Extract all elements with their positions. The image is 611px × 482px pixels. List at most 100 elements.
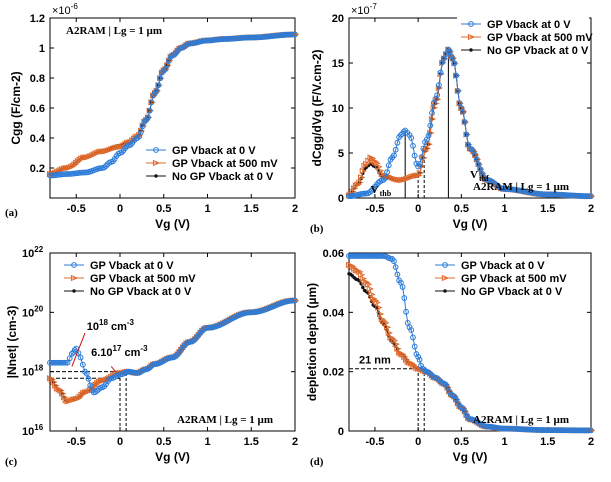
data-point xyxy=(455,87,461,94)
data-point xyxy=(387,334,395,341)
x-axis-label: Vg (V) xyxy=(453,450,488,464)
data-point xyxy=(371,158,380,166)
data-point xyxy=(413,172,421,179)
x-tick-label: 1 xyxy=(502,436,508,448)
y-axis-label: Cgg (F/cm-2) xyxy=(9,71,23,144)
data-point xyxy=(434,92,441,99)
vthf-label: V xyxy=(470,169,478,181)
data-point xyxy=(290,31,297,38)
x-tick-label: 2 xyxy=(588,436,594,448)
data-point xyxy=(441,55,447,62)
data-point xyxy=(74,157,83,165)
data-point xyxy=(399,284,406,290)
data-point xyxy=(401,295,408,301)
annotation-6e17-exp: 17 xyxy=(113,344,122,353)
y-tick-label-exp: 22 xyxy=(34,245,43,254)
data-point xyxy=(455,400,461,407)
data-point xyxy=(97,148,106,155)
data-point xyxy=(460,405,466,412)
data-point xyxy=(392,340,400,348)
data-point xyxy=(85,375,92,382)
data-point xyxy=(463,131,470,138)
legend-marker xyxy=(441,274,450,282)
data-point xyxy=(356,179,364,186)
data-point xyxy=(397,176,406,184)
data-point xyxy=(371,297,380,304)
data-point xyxy=(94,387,101,394)
data-point xyxy=(148,99,155,106)
y-tick-label-base: 10 xyxy=(22,248,34,260)
data-point xyxy=(584,193,591,200)
data-point xyxy=(411,363,419,370)
x-axis-label: Vg (V) xyxy=(155,217,190,231)
annotation-depth: 21 nm xyxy=(359,355,391,367)
data-point xyxy=(115,143,123,151)
x-axis-label: Vg (V) xyxy=(155,450,190,464)
panel-label: (c) xyxy=(5,456,18,468)
x-tick-label: -0.5 xyxy=(67,436,86,448)
data-point xyxy=(390,337,399,344)
data-point xyxy=(425,369,432,376)
legend-entry: GP Vback at 0 V xyxy=(487,19,571,31)
data-point xyxy=(99,377,107,384)
data-point xyxy=(361,190,368,197)
panel-d: -0.5 0 0.5 1 1.5 2 0 0.02 0.04 0.06 Vg (V) depletio… xyxy=(305,248,596,468)
data-point xyxy=(416,356,423,363)
data-point xyxy=(349,263,357,271)
vthb-sub: thb xyxy=(380,189,392,198)
data-point xyxy=(415,353,422,360)
annotation-1e18-unit: cm xyxy=(108,321,127,333)
data-point xyxy=(77,354,84,361)
y-tick-label-exp: 18 xyxy=(34,364,43,373)
legend-marker xyxy=(443,289,447,293)
series-blue xyxy=(47,31,298,179)
data-point xyxy=(418,154,425,161)
x-tick-label: 0 xyxy=(415,203,421,215)
legend-marker xyxy=(70,274,79,282)
legend-entry: No GP Vback at 0 V xyxy=(172,171,274,183)
data-point xyxy=(408,360,416,367)
data-point xyxy=(461,119,468,125)
data-point xyxy=(411,152,418,159)
data-point xyxy=(359,167,368,175)
x-tick-label: -0.5 xyxy=(365,203,384,215)
data-point xyxy=(451,60,458,67)
y-axis-label: depletion depth (µm) xyxy=(305,283,319,401)
data-point xyxy=(366,189,373,196)
data-point xyxy=(361,162,369,169)
y-tick-label-base: 10 xyxy=(22,367,34,379)
data-point xyxy=(382,174,389,181)
x-axis-label: Vg (V) xyxy=(453,217,488,231)
data-point xyxy=(382,319,390,327)
data-point xyxy=(420,145,427,152)
y-axis-label: dCgg/dVg (F/V.cm-2) xyxy=(310,50,324,167)
annotation: A2RAM | Lg = 1 µm xyxy=(66,25,162,37)
data-point xyxy=(134,135,141,141)
x-tick-label: 2 xyxy=(292,436,298,448)
data-point xyxy=(460,108,466,115)
data-point xyxy=(403,308,409,315)
data-point xyxy=(375,163,383,170)
data-point xyxy=(410,334,416,341)
data-point xyxy=(394,345,402,352)
x-tick-label: 1.5 xyxy=(540,436,555,448)
data-point xyxy=(146,107,153,114)
data-point xyxy=(428,115,437,123)
x-tick-label: 0.5 xyxy=(156,436,171,448)
y-tick-label: 1020 xyxy=(22,304,44,319)
y-multiplier-exp: -7 xyxy=(370,2,378,11)
data-point xyxy=(394,271,401,278)
y-axis-label: |Nnet| (cm-3) xyxy=(5,306,19,379)
data-point xyxy=(354,181,362,188)
data-point xyxy=(157,75,164,82)
data-point xyxy=(396,349,404,356)
data-point xyxy=(394,139,401,146)
data-point xyxy=(409,361,418,368)
y-tick-label: 1018 xyxy=(22,364,44,379)
annotation-arrow xyxy=(71,332,86,367)
legend-entry: GP Vback at 500 mV xyxy=(172,158,278,170)
y-tick-label: 0 xyxy=(338,193,344,205)
data-point xyxy=(79,361,86,368)
legend-entry: No GP Vback at 0 V xyxy=(90,286,192,298)
panel-a: -0.5 0 0.5 1 1.5 2 0.2 0.4 0.6 0.8 1 1.2 Vg (V) Cgg (… xyxy=(5,2,300,231)
